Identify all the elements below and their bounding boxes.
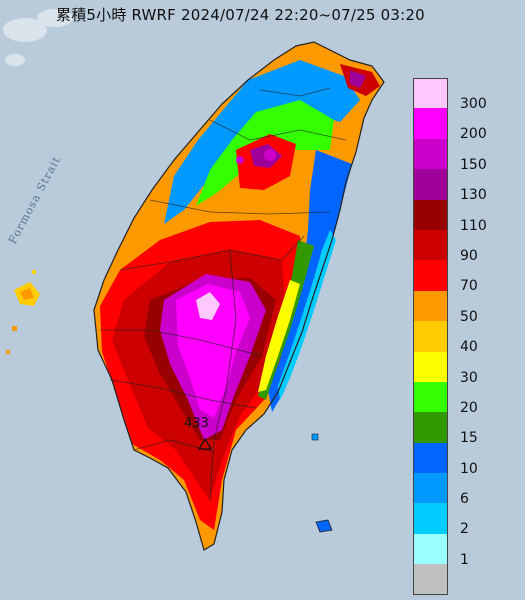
legend-label: 150 [460, 156, 487, 173]
legend-row: 20 [413, 381, 510, 416]
legend-swatch [413, 78, 448, 109]
legend-label: 300 [460, 96, 487, 112]
legend-row [413, 564, 510, 595]
legend-swatch [413, 229, 448, 261]
legend-row: 6 [413, 473, 510, 507]
cloud-patches [3, 9, 73, 66]
triangle-up-icon [198, 438, 212, 450]
legend-label: 15 [460, 430, 478, 447]
legend-swatch [413, 473, 448, 504]
legend-swatch [413, 442, 448, 474]
legend-swatch [413, 533, 448, 565]
legend-swatch [413, 503, 448, 534]
offshore-islands-east [311, 433, 333, 533]
legend-label: 20 [460, 399, 478, 416]
legend-row: 2 [413, 503, 510, 537]
legend-row: 130 [413, 169, 510, 203]
legend-swatch [413, 108, 448, 139]
legend-row: 40 [413, 321, 510, 355]
legend-label: 130 [460, 187, 487, 204]
legend-row: 1 [413, 533, 510, 568]
coastline [93, 41, 385, 551]
taiwan-island [93, 41, 385, 551]
rain-layer-blue-north [164, 60, 360, 224]
legend-swatch [413, 199, 448, 230]
legend-swatch [413, 351, 448, 382]
map-title: 累積5小時 RWRF 2024/07/24 22:20~07/25 03:20 [56, 6, 425, 24]
rain-layer-purple-northeast [350, 70, 366, 88]
legend-row: 90 [413, 229, 510, 264]
legend-label: 2 [460, 521, 469, 538]
legend-row: 15 [413, 412, 510, 446]
legend-row: 10 [413, 442, 510, 477]
rainfall-legend: 300 200 150 130 110 90 70 50 40 30 20 15 10 6 2 1 [413, 78, 510, 595]
legend-swatch [413, 290, 448, 322]
rain-layer-lightpink [196, 292, 220, 320]
legend-label: 30 [460, 369, 478, 386]
legend-row: 300 [413, 78, 510, 112]
legend-swatch [413, 260, 448, 291]
rain-layer-blue-east [268, 150, 352, 412]
legend-row: 110 [413, 199, 510, 234]
legend-row: 200 [413, 108, 510, 142]
legend-swatch [413, 412, 448, 443]
penghu-islands [6, 270, 40, 354]
legend-swatch [413, 564, 448, 595]
rain-layer-yellow-east [258, 280, 300, 392]
legend-label: 6 [460, 491, 469, 508]
peak-value-label: 433 [184, 416, 209, 431]
rain-layer-pink [176, 284, 250, 418]
legend-swatch [413, 138, 448, 170]
legend-row: 70 [413, 260, 510, 294]
legend-label: 200 [460, 126, 487, 143]
legend-label: 70 [460, 278, 478, 295]
legend-label: 90 [460, 247, 478, 264]
legend-label: 1 [460, 551, 469, 568]
legend-label: 110 [460, 217, 487, 234]
legend-swatch [413, 381, 448, 413]
legend-swatch [413, 169, 448, 200]
county-boundaries [100, 87, 347, 501]
legend-label: 40 [460, 339, 478, 356]
legend-row: 30 [413, 351, 510, 386]
rain-cells-north [236, 149, 276, 164]
legend-label: 50 [460, 308, 478, 325]
legend-swatch [413, 321, 448, 352]
legend-row: 50 [413, 290, 510, 325]
legend-row: 150 [413, 138, 510, 173]
legend-label: 10 [460, 460, 478, 477]
